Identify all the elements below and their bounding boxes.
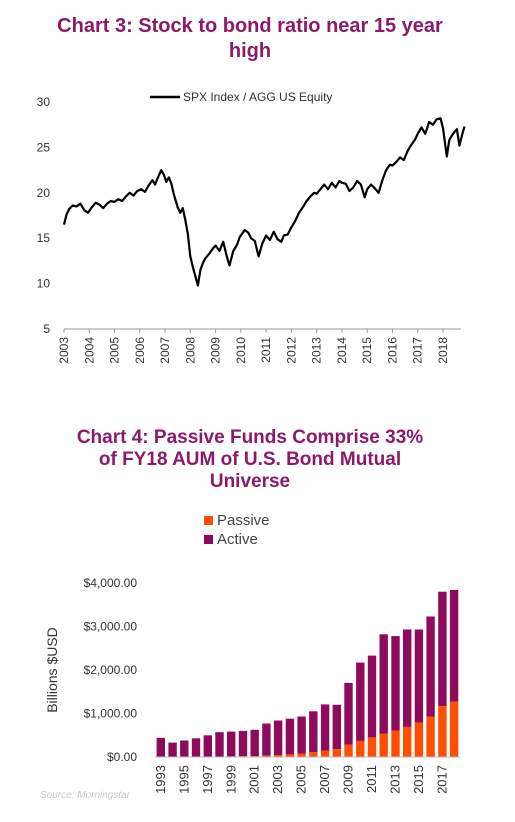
bar-active-2018 xyxy=(449,590,459,702)
bar-passive-2017 xyxy=(438,706,447,757)
bar-passive-1998 xyxy=(215,756,224,757)
x-tick-label: 2013 xyxy=(387,765,402,794)
bar-passive-2004 xyxy=(285,754,295,757)
bar-active-2002 xyxy=(262,723,271,756)
bar-active-2008 xyxy=(332,704,341,750)
x-tick-label: 2009 xyxy=(341,765,356,794)
y-tick-label: $2,000.00 xyxy=(84,663,138,677)
bar-passive-2006 xyxy=(309,752,318,757)
x-tick-label: 2007 xyxy=(317,765,332,794)
x-tick-label: 2018 xyxy=(436,337,450,364)
bar-active-2011 xyxy=(367,655,377,738)
x-tick-label: 1999 xyxy=(223,765,238,794)
y-tick-label: 5 xyxy=(43,322,50,336)
bar-active-1994 xyxy=(168,742,177,757)
x-tick-label: 2005 xyxy=(108,337,122,364)
x-tick-label: 2007 xyxy=(158,337,172,364)
x-tick-label: 2004 xyxy=(82,337,96,364)
bar-passive-2008 xyxy=(332,749,341,757)
bar-active-2000 xyxy=(238,730,248,757)
bar-active-2016 xyxy=(426,616,435,717)
bar-passive-2007 xyxy=(320,750,330,757)
bar-active-1998 xyxy=(215,732,224,757)
x-tick-label: 2011 xyxy=(259,337,273,363)
bar-active-2014 xyxy=(403,629,412,727)
bar-active-2013 xyxy=(391,636,400,731)
series-line-spx-agg xyxy=(62,117,466,287)
x-tick-label: 2015 xyxy=(411,765,426,794)
bar-passive-2002 xyxy=(262,755,271,757)
y-tick-label: 15 xyxy=(37,231,51,245)
bar-active-2006 xyxy=(309,711,318,753)
bar-active-2012 xyxy=(379,634,388,734)
x-tick-label: 2016 xyxy=(385,337,399,364)
x-tick-label: 2011 xyxy=(364,765,379,793)
bar-passive-2011 xyxy=(367,737,377,757)
x-tick-label: 2017 xyxy=(411,337,425,364)
x-tick-label: 2008 xyxy=(183,337,197,364)
y-tick-label: 25 xyxy=(37,140,51,154)
chart4-title: Chart 4: Passive Funds Comprise 33% of F… xyxy=(76,427,424,492)
x-tick-label: 2005 xyxy=(294,765,309,794)
bar-active-1995 xyxy=(180,740,189,757)
bar-passive-1999 xyxy=(227,756,236,757)
legend-label: SPX Index / AGG US Equity xyxy=(183,90,332,104)
bar-passive-2015 xyxy=(414,722,424,757)
x-tick-label: 2017 xyxy=(434,765,449,794)
bar-active-1996 xyxy=(191,738,201,757)
chart3-title: Chart 3: Stock to bond ratio near 15 yea… xyxy=(57,15,443,62)
x-tick-label: 2009 xyxy=(209,337,223,364)
legend-label-passive: Passive xyxy=(217,512,270,529)
bar-active-1999 xyxy=(227,731,236,757)
x-tick-label: 2006 xyxy=(133,337,147,364)
bar-active-1997 xyxy=(203,735,212,757)
x-tick-label: 2012 xyxy=(284,337,298,364)
y-tick-label: $4,000.00 xyxy=(84,576,138,590)
y-axis-title: Billions $USD xyxy=(44,627,60,713)
bar-passive-2018 xyxy=(449,701,459,757)
x-tick-label: 2003 xyxy=(270,765,285,794)
x-tick-label: 1993 xyxy=(153,765,168,794)
bar-active-1993 xyxy=(156,737,165,757)
x-tick-label: 2015 xyxy=(360,337,374,364)
x-tick-label: 2014 xyxy=(335,337,349,364)
bar-active-2015 xyxy=(414,629,424,723)
bar-passive-2000 xyxy=(238,756,248,757)
y-tick-label: 30 xyxy=(37,95,51,109)
x-tick-label: 2003 xyxy=(57,337,71,364)
bar-passive-2001 xyxy=(250,756,259,757)
bar-active-2005 xyxy=(297,716,306,754)
bar-passive-2014 xyxy=(403,727,412,757)
y-tick-label: $1,000.00 xyxy=(84,707,138,721)
y-tick-label: $0.00 xyxy=(107,750,137,764)
bar-passive-2013 xyxy=(391,730,400,757)
source-note: Source: Morningstar xyxy=(40,790,131,801)
bar-passive-2009 xyxy=(344,744,353,757)
x-tick-label: 2001 xyxy=(247,765,262,794)
bar-active-2003 xyxy=(273,720,283,756)
x-tick-label: 2013 xyxy=(310,337,324,364)
bar-active-2007 xyxy=(320,704,330,751)
bar-passive-2005 xyxy=(297,753,306,757)
bar-active-2001 xyxy=(250,729,259,756)
bar-passive-2010 xyxy=(356,740,365,757)
bar-active-2017 xyxy=(438,591,447,707)
y-tick-label: $3,000.00 xyxy=(84,620,138,634)
chart3-svg: 5 10 15 20 25 30 2003 2004 2005 2006 2007 2008 2009 2… xyxy=(37,90,466,364)
bar-passive-2003 xyxy=(273,755,283,757)
x-tick-label: 1995 xyxy=(176,765,191,794)
y-tick-label: 20 xyxy=(37,186,51,200)
y-tick-label: 10 xyxy=(37,277,51,291)
legend-swatch-passive xyxy=(204,516,213,525)
x-tick-label: 2010 xyxy=(234,337,248,364)
bar-active-2004 xyxy=(285,718,295,755)
bar-passive-2016 xyxy=(426,716,435,757)
x-tick-label: 1997 xyxy=(200,765,215,794)
legend-label-active: Active xyxy=(217,531,258,548)
bar-passive-2012 xyxy=(379,733,388,757)
bar-active-2009 xyxy=(344,683,353,745)
legend-swatch-active xyxy=(204,535,213,544)
bar-active-2010 xyxy=(356,662,365,741)
